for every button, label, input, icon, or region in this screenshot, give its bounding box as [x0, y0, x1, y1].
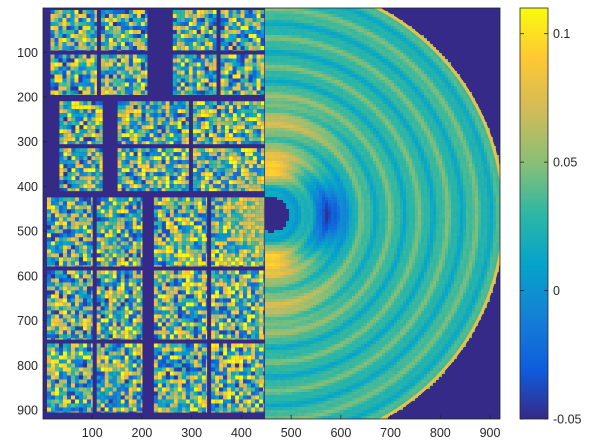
x-tick-label: 800 [430, 426, 451, 440]
y-tick-label: 100 [17, 46, 38, 60]
x-tick-label: 500 [281, 426, 302, 440]
y-tick-label: 800 [17, 359, 38, 373]
x-tick-label: 300 [181, 426, 202, 440]
x-tick-label: 100 [82, 426, 103, 440]
x-tick-label: 600 [330, 426, 351, 440]
colorbar-gradient [520, 8, 548, 419]
y-tick-label: 200 [17, 90, 38, 104]
x-tick-label: 400 [231, 426, 252, 440]
heatmap-plot [39, 0, 503, 445]
colorbar-tick-label: -0.05 [553, 413, 582, 427]
colorbar: 0.1 0.05 0 -0.05 [520, 8, 582, 427]
y-tick-label: 500 [17, 225, 38, 239]
colorbar-tick-label: 0 [553, 284, 560, 298]
colorbar-tick-label: 0.05 [553, 156, 577, 170]
x-tick-label: 900 [480, 426, 501, 440]
y-tick-label: 600 [17, 269, 38, 283]
y-tick-label: 300 [17, 135, 38, 149]
x-tick-label: 200 [132, 426, 153, 440]
y-axis: 100 200 300 400 500 600 700 800 900 [17, 46, 47, 418]
x-tick-label: 700 [380, 426, 401, 440]
y-tick-label: 700 [17, 314, 38, 328]
y-tick-label: 400 [17, 180, 38, 194]
colorbar-tick-label: 0.1 [553, 27, 570, 41]
y-tick-label: 900 [17, 404, 38, 418]
